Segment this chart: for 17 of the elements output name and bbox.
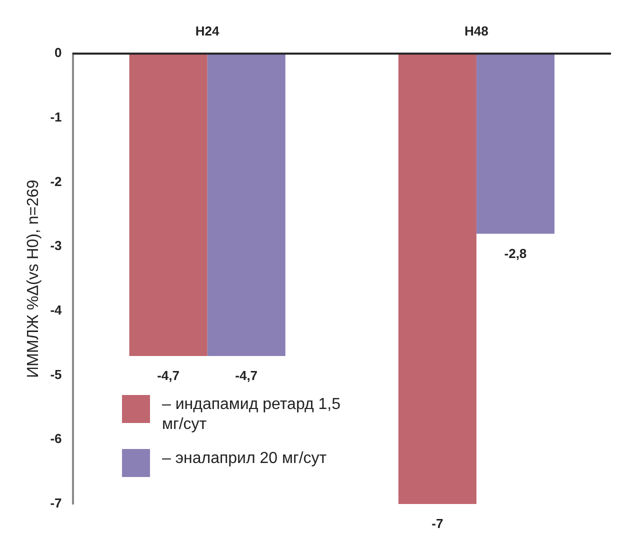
y-tick-label: -4 (50, 302, 63, 318)
x-tick-label: H48 (464, 23, 488, 38)
y-tick-label: -6 (50, 431, 62, 446)
x-tick-label: H24 (195, 23, 220, 38)
data-label: -2,8 (504, 246, 527, 261)
y-axis-title: ИММЛЖ %Δ(vs H0), n=269 (25, 180, 42, 378)
y-tick-label: -1 (50, 110, 62, 125)
legend-label: – индапамид ретард 1,5 мг/сут (162, 395, 342, 435)
data-label: -4,7 (235, 368, 258, 384)
y-tick-label: 0 (54, 45, 62, 60)
y-tick-label: -2 (50, 174, 62, 189)
y-tick-label: -7 (50, 496, 62, 511)
data-label: -4,7 (157, 368, 180, 384)
y-tick-label: -5 (50, 366, 62, 382)
legend-label: – эналаприл 20 мг/сут (162, 449, 328, 469)
y-tick-label: -3 (50, 238, 62, 254)
data-label: -7 (432, 516, 444, 532)
